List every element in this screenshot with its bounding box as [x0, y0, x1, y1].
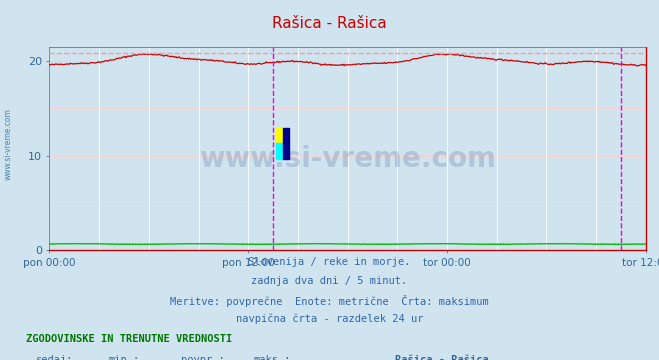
Text: Rašica - Rašica: Rašica - Rašica	[395, 355, 489, 360]
Text: povpr.:: povpr.:	[181, 355, 225, 360]
Text: maks.:: maks.:	[254, 355, 291, 360]
Text: zadnja dva dni / 5 minut.: zadnja dva dni / 5 minut.	[251, 276, 408, 286]
Text: sedaj:: sedaj:	[36, 355, 74, 360]
Text: ZGODOVINSKE IN TRENUTNE VREDNOSTI: ZGODOVINSKE IN TRENUTNE VREDNOSTI	[26, 334, 233, 344]
Bar	[276, 128, 283, 143]
Bar	[283, 128, 289, 159]
Bar	[276, 143, 283, 159]
Text: Slovenija / reke in morje.: Slovenija / reke in morje.	[248, 257, 411, 267]
Text: www.si-vreme.com: www.si-vreme.com	[199, 145, 496, 173]
Text: Rašica - Rašica: Rašica - Rašica	[272, 16, 387, 31]
Text: www.si-vreme.com: www.si-vreme.com	[3, 108, 13, 180]
Text: Meritve: povprečne  Enote: metrične  Črta: maksimum: Meritve: povprečne Enote: metrične Črta:…	[170, 295, 489, 307]
Text: navpična črta - razdelek 24 ur: navpična črta - razdelek 24 ur	[236, 314, 423, 324]
Text: min.:: min.:	[109, 355, 140, 360]
